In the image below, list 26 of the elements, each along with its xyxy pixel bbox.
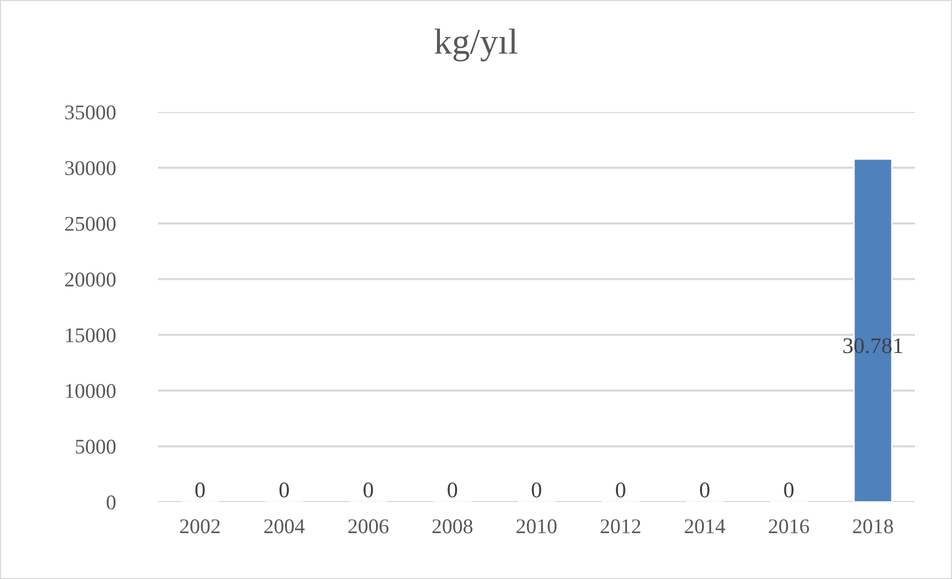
data-label: 0 bbox=[700, 482, 710, 498]
y-tick-label: 20000 bbox=[65, 272, 116, 287]
y-tick-label: 25000 bbox=[65, 216, 116, 231]
y-tick-label: 15000 bbox=[66, 328, 116, 342]
x-tick-label: 2010 bbox=[516, 519, 557, 534]
data-label: 0 bbox=[532, 482, 542, 498]
y-tick-label: 30000 bbox=[65, 161, 116, 176]
data-label: 0 bbox=[195, 482, 205, 498]
y-tick-label: 0 bbox=[106, 495, 116, 510]
y-tick-label: 35000 bbox=[65, 105, 116, 120]
x-tick-label: 2002 bbox=[180, 519, 220, 534]
y-tick-label: 5000 bbox=[76, 440, 116, 454]
data-label: 0 bbox=[364, 482, 373, 498]
x-tick-label: 2018 bbox=[853, 519, 893, 534]
x-tick-label: 2012 bbox=[600, 519, 640, 534]
x-tick-label: 2008 bbox=[432, 519, 472, 534]
x-tick-label: 2004 bbox=[264, 519, 305, 534]
x-tick-label: 2016 bbox=[768, 519, 810, 534]
data-label: 0 bbox=[616, 482, 626, 498]
data-label: 0 bbox=[279, 482, 289, 498]
data-label: 0 bbox=[784, 482, 794, 498]
data-label: 0 bbox=[448, 482, 458, 498]
x-tick-label: 2006 bbox=[348, 519, 388, 534]
x-tick-label: 2014 bbox=[684, 519, 726, 534]
chart-title: kg/yıl bbox=[434, 28, 518, 62]
y-tick-label: 10000 bbox=[66, 384, 116, 398]
